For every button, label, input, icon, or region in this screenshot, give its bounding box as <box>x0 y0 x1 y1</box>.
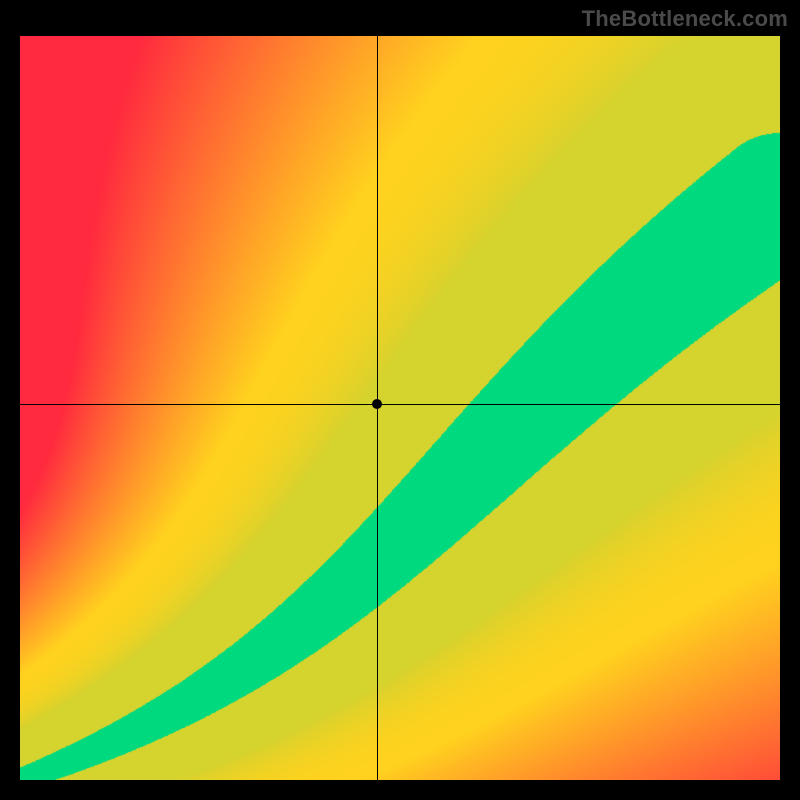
crosshair-marker <box>372 399 382 409</box>
watermark-text: TheBottleneck.com <box>582 6 788 32</box>
crosshair-horizontal <box>20 404 780 405</box>
plot-area <box>20 36 780 780</box>
heatmap-canvas <box>20 36 780 780</box>
